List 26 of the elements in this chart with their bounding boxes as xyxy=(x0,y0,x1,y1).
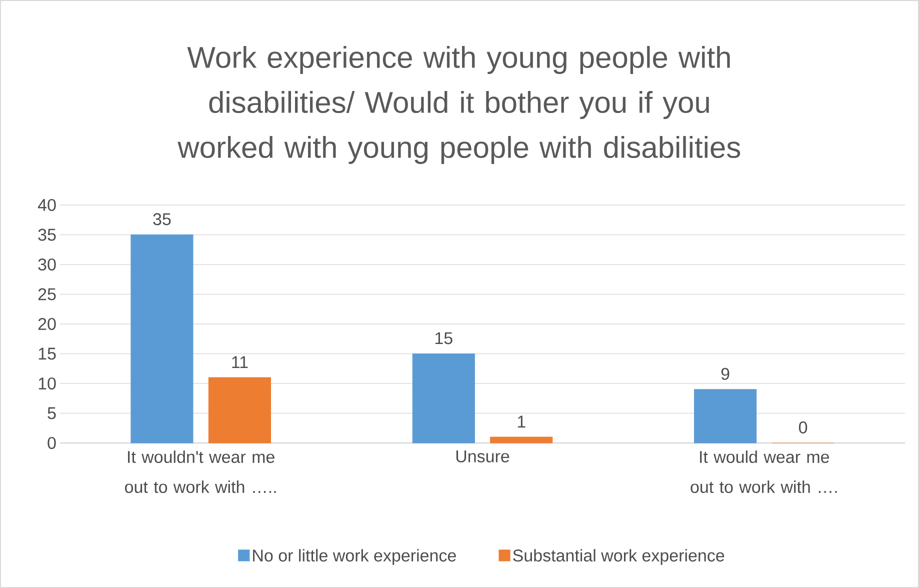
bar xyxy=(130,234,194,444)
bar xyxy=(694,389,757,444)
y-tick-label: 10 xyxy=(38,377,56,390)
y-tick-label: 0 xyxy=(48,436,56,450)
y-tick-label: 15 xyxy=(38,348,56,360)
data-label: 35 xyxy=(153,213,171,226)
legend-label: No or little work experience xyxy=(253,549,456,565)
bar xyxy=(208,377,271,444)
data-label: 0 xyxy=(798,421,808,434)
data-label: 1 xyxy=(518,416,526,428)
y-tick-label: 35 xyxy=(38,228,56,241)
data-label: 9 xyxy=(721,368,730,380)
y-tick-label: 20 xyxy=(38,318,56,330)
bar xyxy=(412,353,475,444)
y-tick-label: 40 xyxy=(38,198,56,212)
chart-title: Work experience with young people with disabilities/ Would it bother you if you worked with young people with disabilities xyxy=(178,46,740,164)
y-tick-label: 25 xyxy=(38,288,56,300)
data-label: 11 xyxy=(232,356,248,368)
x-tick-label: It would wear me out to work with …. xyxy=(690,450,837,494)
y-tick-label: 5 xyxy=(48,407,56,420)
y-tick-label: 30 xyxy=(38,258,56,271)
x-tick-label: It wouldn't wear me out to work with ….. xyxy=(125,450,276,494)
data-label: 15 xyxy=(435,332,452,344)
x-tick-label: Unsure xyxy=(456,450,510,462)
bar xyxy=(490,436,553,444)
legend-label: Substantial work experience xyxy=(513,549,724,565)
